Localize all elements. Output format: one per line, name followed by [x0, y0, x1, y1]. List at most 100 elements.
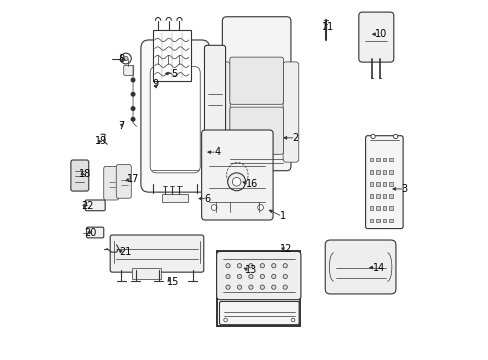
FancyBboxPatch shape	[201, 130, 272, 220]
Bar	[388, 206, 392, 210]
Circle shape	[291, 318, 294, 322]
Text: 6: 6	[204, 194, 210, 203]
Bar	[369, 182, 373, 186]
Circle shape	[271, 285, 275, 289]
Circle shape	[271, 264, 275, 268]
Bar	[162, 194, 188, 202]
Bar	[382, 194, 386, 198]
Bar	[369, 158, 373, 161]
Text: 10: 10	[374, 29, 386, 39]
Bar	[388, 182, 392, 186]
FancyBboxPatch shape	[358, 12, 393, 62]
Bar	[376, 158, 379, 161]
FancyBboxPatch shape	[222, 17, 290, 171]
Text: 12: 12	[280, 244, 292, 253]
FancyBboxPatch shape	[325, 240, 395, 294]
Text: 18: 18	[79, 168, 91, 179]
Circle shape	[260, 264, 264, 268]
Text: 4: 4	[214, 147, 220, 157]
Circle shape	[232, 177, 241, 186]
FancyBboxPatch shape	[71, 160, 88, 191]
Text: 17: 17	[127, 174, 140, 184]
Text: 8: 8	[118, 54, 124, 64]
Circle shape	[237, 285, 241, 289]
FancyBboxPatch shape	[103, 166, 119, 200]
Text: 11: 11	[322, 22, 334, 32]
Circle shape	[370, 134, 374, 139]
FancyBboxPatch shape	[150, 66, 200, 173]
FancyBboxPatch shape	[85, 200, 105, 211]
Circle shape	[131, 117, 135, 121]
Text: 15: 15	[166, 277, 179, 287]
Circle shape	[227, 173, 245, 191]
Bar	[376, 194, 379, 198]
Bar	[382, 219, 386, 222]
Text: 16: 16	[246, 179, 258, 189]
Bar	[376, 170, 379, 174]
Bar	[382, 158, 386, 161]
FancyBboxPatch shape	[123, 65, 134, 75]
Bar	[382, 206, 386, 210]
Text: 7: 7	[118, 121, 124, 131]
FancyBboxPatch shape	[283, 62, 298, 162]
Circle shape	[211, 204, 217, 210]
Circle shape	[131, 107, 135, 111]
Circle shape	[225, 264, 230, 268]
Bar	[382, 182, 386, 186]
Bar	[216, 251, 299, 326]
Bar	[376, 206, 379, 210]
Text: 9: 9	[152, 79, 158, 89]
Bar	[388, 219, 392, 222]
FancyBboxPatch shape	[204, 45, 225, 136]
Bar	[388, 170, 392, 174]
Circle shape	[248, 274, 253, 279]
Bar	[388, 194, 392, 198]
Text: 19: 19	[94, 136, 106, 147]
Circle shape	[123, 57, 128, 61]
Circle shape	[283, 274, 287, 279]
FancyBboxPatch shape	[86, 227, 103, 238]
Text: 1: 1	[279, 211, 285, 221]
Text: 14: 14	[372, 262, 385, 273]
Circle shape	[225, 274, 230, 279]
Text: 2: 2	[292, 133, 298, 143]
Bar	[152, 30, 190, 81]
Bar	[376, 182, 379, 186]
Circle shape	[237, 274, 241, 279]
Bar	[376, 219, 379, 222]
Circle shape	[131, 78, 135, 82]
Text: 3: 3	[401, 184, 407, 194]
FancyBboxPatch shape	[110, 235, 203, 272]
Circle shape	[248, 264, 253, 268]
FancyBboxPatch shape	[213, 62, 230, 162]
Circle shape	[260, 274, 264, 279]
Bar	[369, 206, 373, 210]
Circle shape	[393, 134, 397, 139]
Bar	[369, 219, 373, 222]
Circle shape	[224, 318, 227, 322]
Text: 20: 20	[84, 228, 97, 238]
Bar	[132, 268, 160, 279]
Text: 22: 22	[81, 201, 93, 211]
Bar	[382, 170, 386, 174]
FancyBboxPatch shape	[141, 40, 209, 192]
Circle shape	[257, 204, 263, 210]
FancyBboxPatch shape	[203, 131, 226, 149]
Text: 13: 13	[244, 265, 257, 275]
FancyBboxPatch shape	[219, 301, 299, 325]
Text: 5: 5	[171, 68, 177, 78]
FancyBboxPatch shape	[116, 165, 131, 198]
FancyBboxPatch shape	[365, 136, 402, 229]
FancyBboxPatch shape	[229, 107, 283, 154]
Circle shape	[131, 93, 135, 96]
FancyBboxPatch shape	[216, 251, 300, 300]
Circle shape	[260, 285, 264, 289]
Circle shape	[121, 53, 131, 64]
Circle shape	[225, 285, 230, 289]
Circle shape	[237, 264, 241, 268]
Circle shape	[283, 285, 287, 289]
Bar	[369, 170, 373, 174]
Circle shape	[248, 285, 253, 289]
Circle shape	[283, 264, 287, 268]
Circle shape	[271, 274, 275, 279]
